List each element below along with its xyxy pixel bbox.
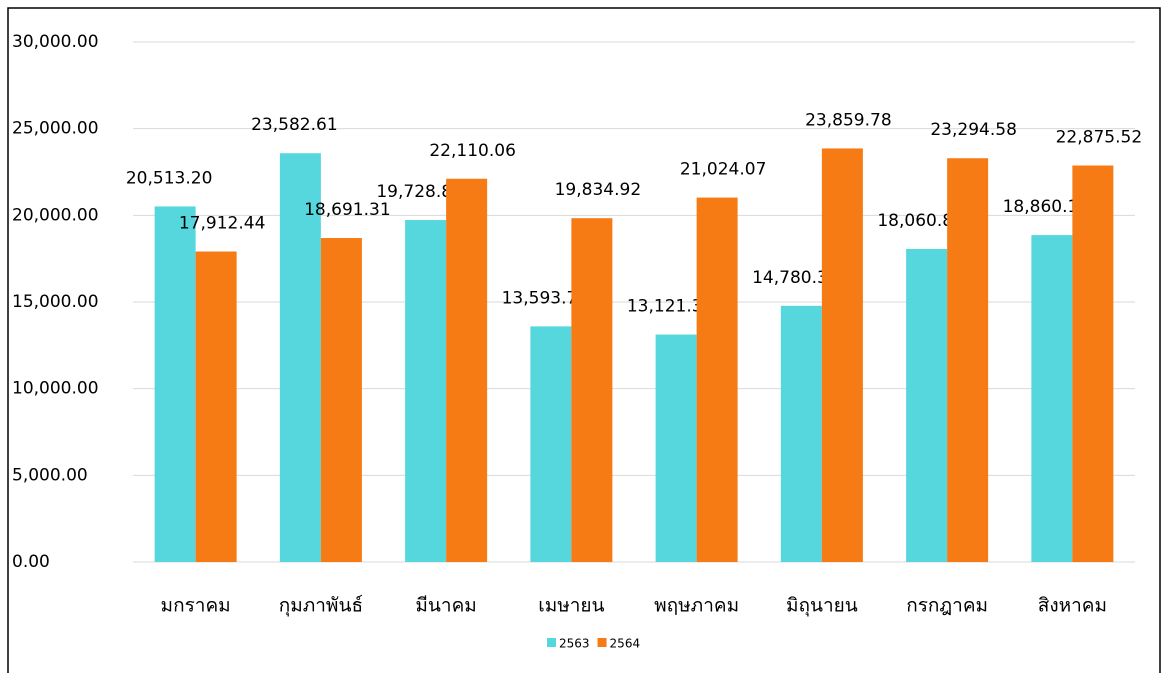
x-tick-label: สิงหาคม: [1038, 595, 1107, 617]
data-label: 13,593.71: [502, 288, 589, 308]
bar: [530, 326, 572, 562]
bar: [906, 248, 948, 562]
x-tick-label: เมษายน: [538, 595, 604, 617]
bar: [279, 153, 321, 563]
legend-label: 2563: [559, 637, 590, 651]
y-tick-label: 15,000.00: [12, 292, 99, 312]
data-label: 17,912.44: [179, 214, 266, 234]
data-label: 18,860.13: [1003, 197, 1090, 217]
data-label: 23,294.58: [930, 120, 1017, 140]
x-tick-label: มีนาคม: [415, 595, 476, 617]
bar: [320, 238, 362, 563]
legend-swatch: [547, 638, 556, 647]
data-label: 23,582.61: [251, 115, 338, 135]
y-tick-label: 10,000.00: [12, 379, 99, 399]
bar: [947, 158, 989, 562]
bar: [154, 206, 196, 562]
x-tick-label: มกราคม: [161, 595, 231, 617]
bar: [780, 305, 822, 562]
data-label: 14,780.33: [752, 268, 839, 288]
bar: [655, 334, 697, 562]
data-label: 22,875.52: [1056, 127, 1143, 147]
legend-label: 2564: [610, 637, 641, 651]
data-label: 18,691.31: [304, 200, 391, 220]
bar: [405, 220, 447, 563]
x-tick-label: มิถุนายน: [786, 595, 858, 618]
bar: [696, 197, 738, 562]
data-label: 18,060.81: [877, 211, 964, 231]
y-tick-label: 25,000.00: [12, 119, 99, 139]
x-tick-label: กรกฎาคม: [906, 595, 988, 617]
bar: [195, 251, 237, 562]
y-tick-label: 30,000.00: [12, 32, 99, 52]
y-tick-label: 5,000.00: [12, 465, 88, 485]
data-label: 20,513.20: [126, 168, 213, 188]
legend-swatch: [597, 638, 607, 647]
bar: [446, 178, 488, 562]
data-label: 22,110.06: [429, 141, 516, 161]
y-tick-label: 0.00: [12, 552, 50, 572]
bar: [821, 148, 863, 562]
y-tick-label: 20,000.00: [12, 205, 99, 225]
data-label: 23,859.78: [805, 110, 892, 130]
data-label: 19,728.86: [376, 182, 463, 202]
x-tick-label: กุมภาพันธ์: [279, 595, 363, 618]
chart-border: [7, 7, 1161, 673]
data-label: 19,834.92: [555, 180, 642, 200]
bar: [571, 218, 613, 563]
data-label: 13,121.35: [627, 297, 714, 317]
bar: [1031, 235, 1073, 563]
bar: [1072, 165, 1114, 563]
x-tick-label: พฤษภาคม: [654, 595, 739, 617]
data-label: 21,024.07: [680, 160, 767, 180]
